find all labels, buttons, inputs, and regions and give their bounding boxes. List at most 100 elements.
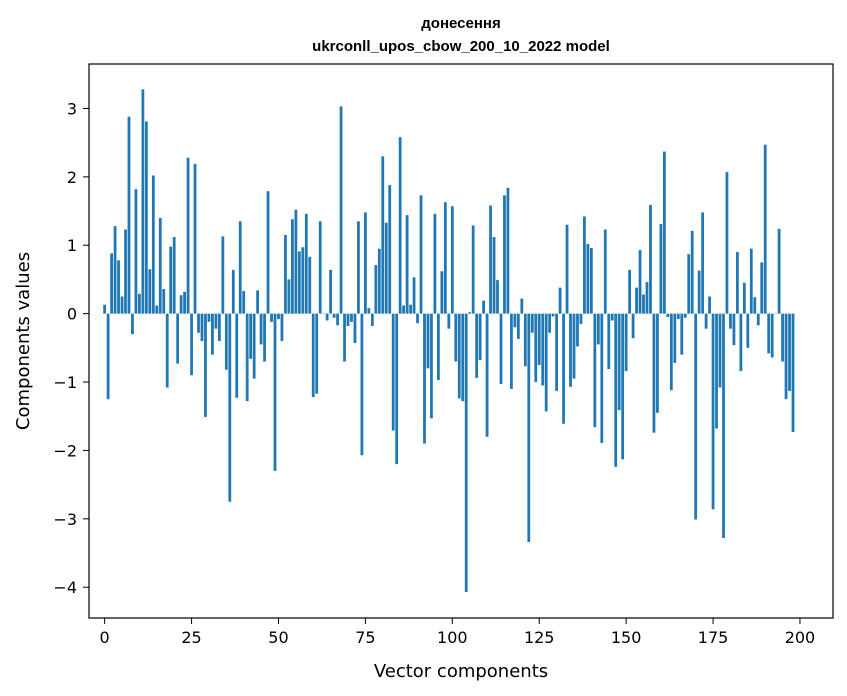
- bar: [565, 224, 569, 314]
- bar: [596, 313, 600, 345]
- x-tick-label: 0: [100, 628, 110, 647]
- bar: [103, 304, 107, 314]
- bar: [138, 293, 141, 314]
- bar: [336, 313, 339, 326]
- bar: [499, 313, 503, 385]
- bar: [600, 313, 604, 443]
- bar: [520, 298, 524, 314]
- bar: [131, 313, 134, 335]
- y-axis-ticks: 3 2 1 0 −1 −2 −3 −4: [53, 99, 89, 597]
- bar: [551, 313, 555, 317]
- bar: [124, 229, 127, 314]
- bar: [176, 313, 180, 364]
- bar: [572, 313, 576, 379]
- bar: [409, 304, 412, 314]
- bar: [162, 289, 166, 314]
- bar: [304, 213, 308, 314]
- bar: [263, 313, 266, 362]
- bar: [635, 287, 638, 314]
- bar: [430, 313, 433, 419]
- bar: [690, 230, 694, 314]
- bar: [496, 280, 499, 314]
- y-tick-label: 1: [67, 236, 77, 255]
- x-tick-label: 150: [611, 628, 642, 647]
- bar: [576, 313, 579, 347]
- bar: [471, 225, 475, 314]
- bar: [722, 313, 725, 538]
- bar: [510, 313, 513, 389]
- bar: [781, 313, 784, 362]
- bar: [270, 313, 273, 322]
- y-tick-label: −2: [53, 441, 77, 460]
- bar: [301, 247, 305, 314]
- bar: [259, 313, 263, 345]
- chart-subtitle: ukrconll_upos_cbow_200_10_2022 model: [312, 38, 610, 55]
- x-axis-label: Vector components: [374, 661, 548, 682]
- bar: [249, 313, 253, 359]
- bar: [586, 243, 590, 314]
- bar: [683, 313, 687, 318]
- bar: [200, 313, 204, 341]
- bar: [680, 313, 684, 355]
- bar: [767, 313, 771, 354]
- bar: [228, 313, 232, 502]
- bar: [742, 282, 746, 314]
- bar: [659, 224, 663, 314]
- bar: [676, 313, 680, 320]
- bar: [708, 296, 711, 314]
- x-tick-label: 200: [785, 628, 816, 647]
- bar: [583, 216, 586, 314]
- x-tick-label: 125: [524, 628, 555, 647]
- bar: [464, 313, 468, 593]
- bar: [784, 313, 788, 400]
- bar: [607, 313, 611, 370]
- bar: [179, 295, 183, 314]
- bar: [256, 290, 260, 314]
- bar: [395, 313, 399, 465]
- bar: [516, 313, 520, 339]
- bar: [183, 291, 186, 314]
- bar: [753, 297, 757, 314]
- bar: [645, 282, 649, 314]
- bar: [204, 313, 207, 417]
- bar: [412, 277, 416, 314]
- bar: [186, 157, 190, 314]
- y-tick-label: −4: [53, 578, 77, 597]
- bar: [290, 219, 294, 314]
- bar: [294, 209, 298, 314]
- bar: [280, 313, 284, 341]
- bar: [144, 121, 148, 314]
- bar: [652, 313, 656, 433]
- bar: [217, 313, 221, 341]
- bar: [492, 237, 496, 314]
- bar: [231, 269, 235, 314]
- bar: [527, 313, 531, 543]
- bar: [238, 221, 242, 314]
- bar: [284, 234, 287, 314]
- bar: [405, 215, 409, 314]
- bar: [610, 313, 614, 321]
- bar: [433, 213, 437, 314]
- bar: [370, 313, 374, 326]
- bar: [791, 313, 795, 432]
- bar: [468, 312, 472, 314]
- bar: [558, 287, 562, 314]
- bar: [127, 116, 131, 314]
- bar: [426, 313, 430, 369]
- bar: [211, 313, 214, 355]
- bar: [482, 300, 485, 314]
- bar: [662, 151, 666, 314]
- bar: [697, 270, 701, 314]
- bar: [214, 313, 218, 329]
- bar: [339, 106, 343, 314]
- y-tick-label: 3: [67, 99, 77, 118]
- y-axis-label: Components values: [13, 252, 34, 430]
- bar: [656, 313, 659, 413]
- bar: [273, 313, 277, 471]
- bar: [537, 313, 541, 365]
- bar: [141, 89, 145, 314]
- bar: [457, 313, 461, 399]
- plot-frame: [88, 63, 834, 619]
- bar: [621, 313, 625, 460]
- x-tick-label: 175: [698, 628, 729, 647]
